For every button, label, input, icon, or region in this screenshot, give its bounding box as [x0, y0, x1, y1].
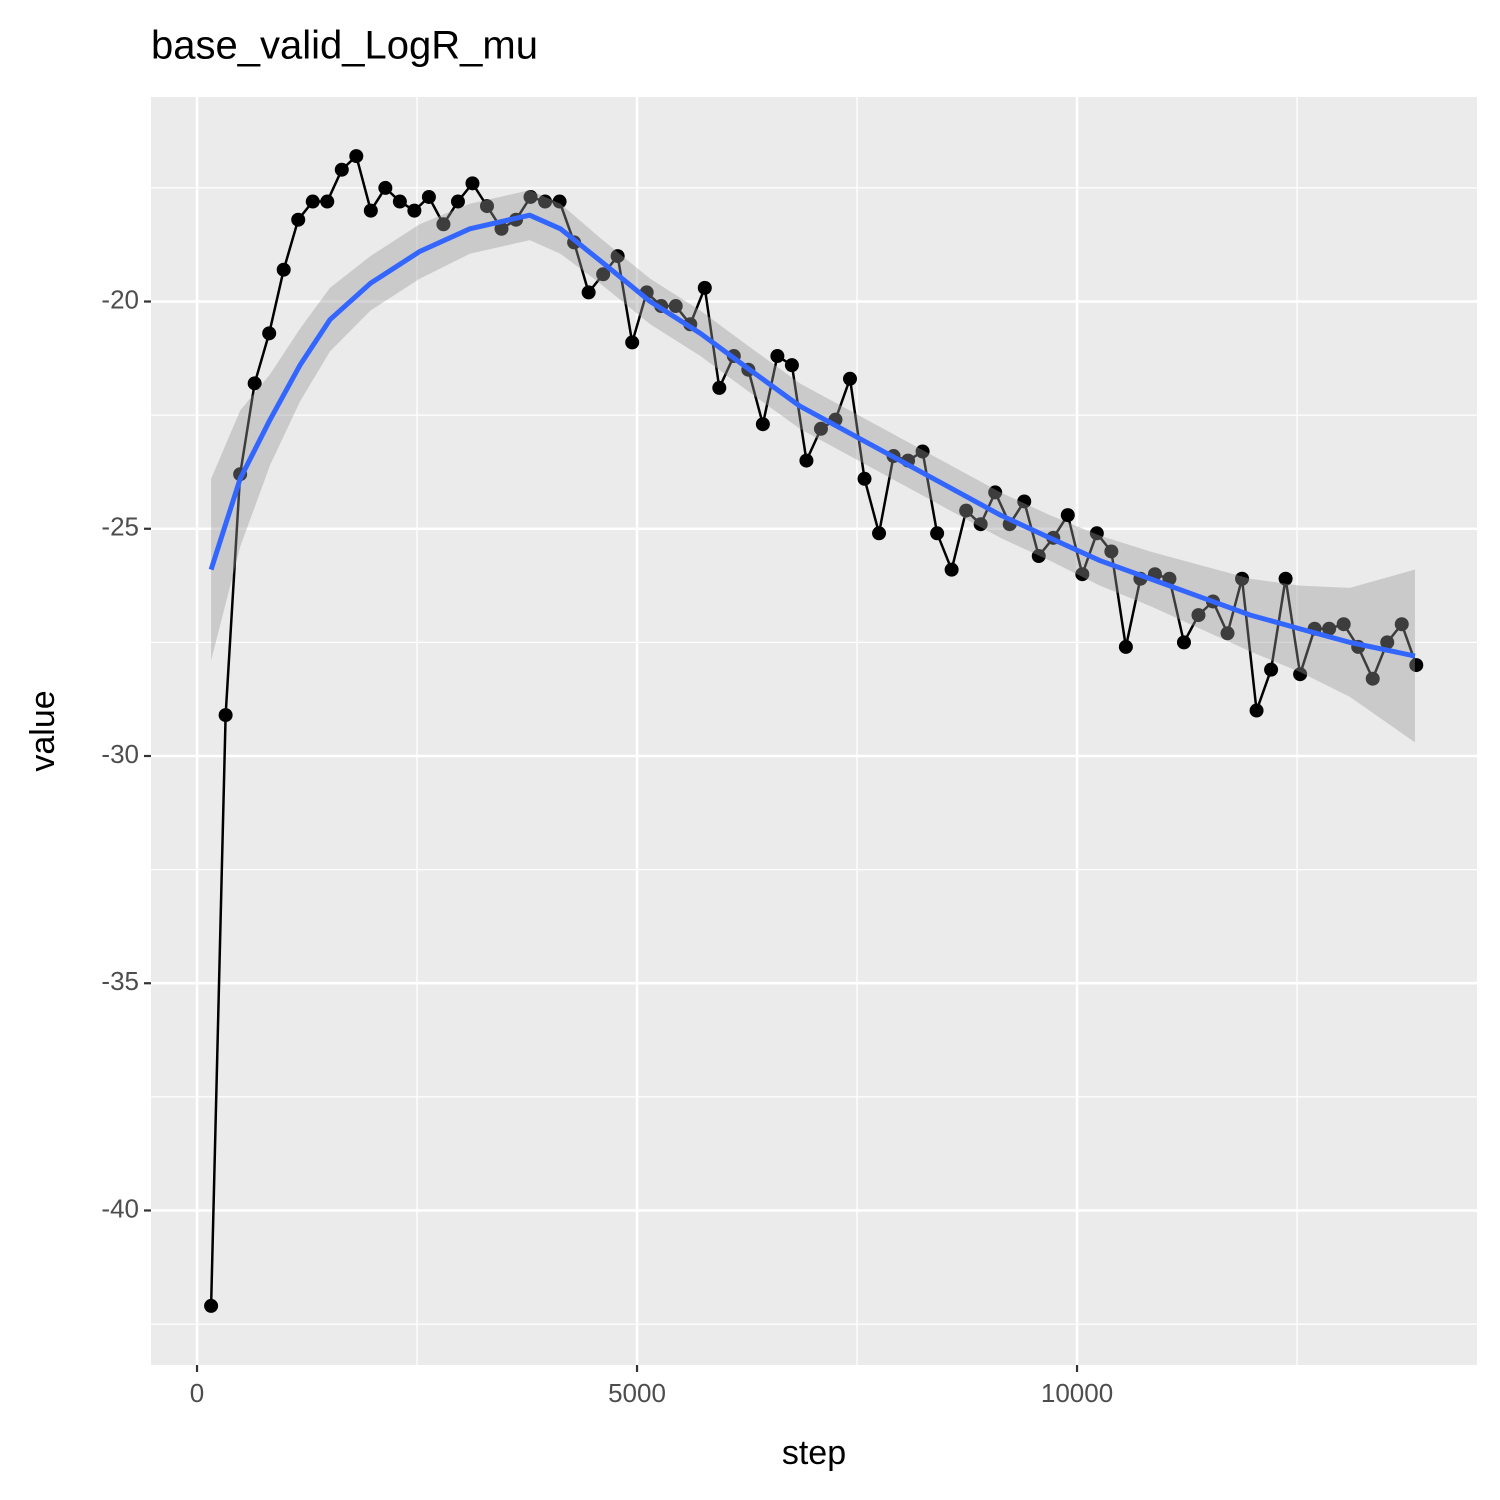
data-point — [1118, 639, 1133, 654]
data-point — [1089, 526, 1104, 541]
data-point — [770, 349, 785, 364]
data-point — [1017, 494, 1032, 509]
y-tick-label: -35 — [101, 966, 139, 996]
data-point — [378, 180, 393, 195]
data-point — [625, 335, 640, 350]
data-point — [1264, 662, 1279, 677]
data-point — [1220, 626, 1235, 641]
data-point — [799, 453, 814, 468]
y-tick-label: -25 — [101, 512, 139, 542]
data-point — [1176, 635, 1191, 650]
smooth-line — [208, 212, 1416, 659]
panel — [151, 97, 1477, 1365]
y-axis-label: value — [24, 690, 62, 771]
data-point — [1409, 658, 1424, 673]
data-point — [1235, 571, 1250, 586]
data-point — [538, 194, 553, 209]
data-point — [276, 262, 291, 277]
data-point — [1380, 635, 1395, 650]
data-point — [784, 358, 799, 373]
data-point — [959, 503, 974, 518]
data-point — [334, 162, 349, 177]
data-point — [305, 194, 320, 209]
data-point — [552, 194, 567, 209]
data-point — [320, 194, 335, 209]
y-tick-label: -30 — [101, 739, 139, 769]
data-point — [581, 285, 596, 300]
data-point — [712, 380, 727, 395]
data-point — [596, 267, 611, 282]
data-point — [1322, 621, 1337, 636]
data-point — [291, 212, 306, 227]
data-point — [1249, 703, 1264, 718]
data-point — [755, 417, 770, 432]
x-tick-label: 0 — [190, 1378, 204, 1408]
data-point — [842, 371, 857, 386]
data-point — [450, 194, 465, 209]
data-point — [973, 517, 988, 532]
data-point — [523, 189, 538, 204]
data-point — [436, 217, 451, 232]
data-point — [1075, 567, 1090, 582]
data-point — [465, 176, 480, 191]
data-point — [1104, 544, 1119, 559]
data-point — [1060, 508, 1075, 523]
data-point — [944, 562, 959, 577]
data-point — [407, 203, 422, 218]
x-axis-label: step — [782, 1434, 846, 1472]
data-point — [697, 280, 712, 295]
data-point — [1031, 549, 1046, 564]
y-tick-label: -20 — [101, 284, 139, 314]
data-point — [872, 526, 887, 541]
data-point — [1336, 617, 1351, 632]
data-point — [363, 203, 378, 218]
data-point — [1394, 617, 1409, 632]
data-point — [857, 471, 872, 486]
data-point — [988, 485, 1003, 500]
data-point — [421, 189, 436, 204]
y-tick-label: -40 — [101, 1193, 139, 1223]
data-point — [1278, 571, 1293, 586]
data-point — [392, 194, 407, 209]
x-tick-label: 10000 — [1041, 1378, 1113, 1408]
data-point — [1191, 608, 1206, 623]
data-point — [1365, 671, 1380, 686]
data-point — [247, 376, 262, 391]
data-point — [349, 149, 364, 164]
data-point — [915, 444, 930, 459]
data-point — [610, 249, 625, 264]
data-point — [204, 1298, 219, 1313]
data-point — [262, 326, 277, 341]
data-point — [668, 299, 683, 314]
data-point — [1293, 667, 1308, 682]
data-point — [930, 526, 945, 541]
data-point — [813, 421, 828, 436]
x-tick-label: 5000 — [608, 1378, 666, 1408]
data-point — [218, 708, 233, 723]
data-point — [479, 199, 494, 214]
chart-title: base_valid_LogR_mu — [151, 24, 538, 68]
data-point — [494, 221, 509, 236]
